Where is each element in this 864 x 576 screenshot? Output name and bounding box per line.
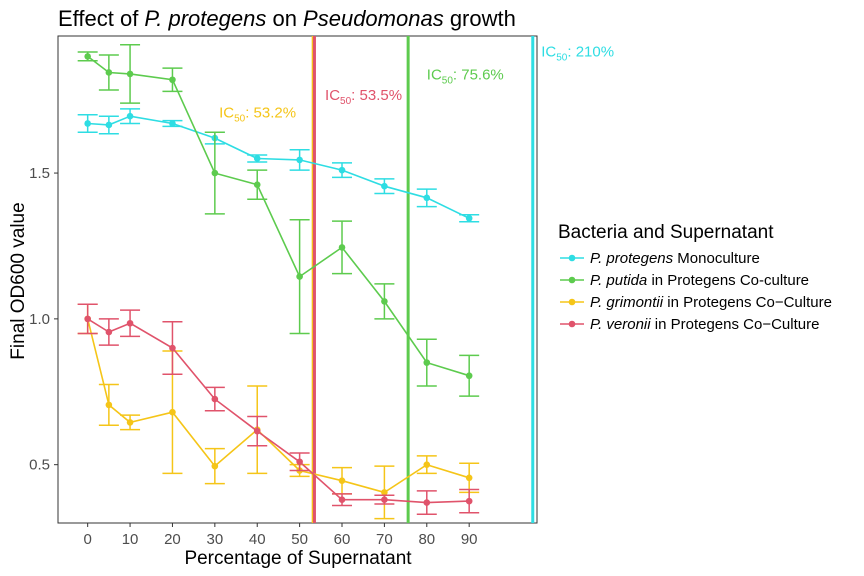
x-tick-label: 40 bbox=[249, 531, 266, 548]
ic50-label: IC50: 75.6% bbox=[427, 67, 504, 87]
data-point bbox=[338, 477, 346, 485]
data-point bbox=[253, 181, 261, 189]
legend-key-point bbox=[568, 276, 576, 284]
ic50-label: IC50: 210% bbox=[541, 43, 614, 63]
series-1 bbox=[77, 43, 480, 397]
ic50-label: IC50: 53.2% bbox=[219, 105, 296, 125]
data-point bbox=[211, 169, 219, 177]
data-point bbox=[465, 372, 473, 380]
data-point bbox=[296, 273, 303, 280]
data-point bbox=[381, 496, 388, 503]
ic50-lines bbox=[311, 36, 535, 523]
chart-title: Effect of P. protegens on Pseudomonas gr… bbox=[58, 6, 516, 31]
series-3 bbox=[77, 303, 480, 516]
data-point bbox=[296, 458, 303, 466]
x-tick-label: 60 bbox=[334, 531, 351, 548]
data-point bbox=[84, 53, 91, 60]
data-point bbox=[105, 69, 113, 76]
data-point bbox=[84, 315, 91, 323]
data-point bbox=[381, 182, 388, 190]
legend-title: Bacteria and Supernatant bbox=[558, 222, 774, 243]
series-group bbox=[77, 43, 480, 520]
y-axis-label: Final OD600 value bbox=[8, 202, 29, 359]
data-point bbox=[211, 395, 219, 403]
data-point bbox=[169, 120, 176, 127]
data-point bbox=[296, 156, 303, 164]
legend-label: P. protegens Monoculture bbox=[590, 250, 760, 267]
series-line bbox=[86, 318, 470, 494]
data-point bbox=[105, 328, 113, 336]
x-tick-label: 90 bbox=[461, 531, 478, 548]
x-tick-label: 30 bbox=[206, 531, 223, 548]
x-tick-label: 0 bbox=[84, 531, 92, 548]
x-tick-label: 70 bbox=[376, 531, 393, 548]
data-point bbox=[423, 499, 431, 506]
series-0 bbox=[77, 108, 480, 223]
data-point bbox=[253, 155, 261, 162]
data-point bbox=[465, 497, 473, 505]
x-tick-label: 80 bbox=[418, 531, 435, 548]
axes: 0 10 20 30 40 50 60 70 80 90 0.5 1.0 1.5 bbox=[29, 165, 477, 548]
legend: Bacteria and Supernatant P. protegens Mo… bbox=[558, 222, 832, 333]
legend-label: P. veronii in Protegens Co−Culture bbox=[590, 316, 819, 333]
data-point bbox=[126, 70, 134, 78]
data-point bbox=[126, 112, 134, 120]
data-point bbox=[423, 461, 431, 468]
y-tick-label: 1.0 bbox=[29, 311, 50, 328]
data-point bbox=[423, 359, 431, 366]
data-point bbox=[465, 474, 473, 482]
data-point bbox=[105, 401, 113, 409]
data-point bbox=[211, 462, 219, 470]
legend-key-point bbox=[568, 298, 576, 306]
data-point bbox=[338, 244, 346, 251]
legend-key-point bbox=[568, 254, 576, 262]
y-tick-label: 1.5 bbox=[29, 165, 50, 182]
data-point bbox=[84, 120, 91, 127]
legend-label: P. putida in Protegens Co-culture bbox=[590, 272, 809, 289]
legend-key-point bbox=[568, 320, 576, 328]
x-axis-label: Percentage of Supernatant bbox=[184, 548, 412, 569]
data-point bbox=[338, 496, 346, 503]
data-point bbox=[338, 166, 346, 174]
data-point bbox=[105, 121, 113, 129]
data-point bbox=[126, 319, 134, 327]
data-point bbox=[169, 76, 176, 84]
data-point bbox=[423, 194, 431, 202]
ic50-label: IC50: 53.5% bbox=[325, 87, 402, 107]
legend-label: P. grimontii in Protegens Co−Culture bbox=[590, 294, 832, 311]
ic50-labels: IC50: 53.2% IC50: 53.5% IC50: 75.6% IC50: 2… bbox=[219, 43, 614, 124]
data-point bbox=[253, 427, 261, 435]
x-tick-label: 50 bbox=[291, 531, 308, 548]
panel-border bbox=[57, 35, 538, 524]
x-tick-label: 10 bbox=[122, 531, 139, 548]
data-point bbox=[465, 214, 473, 222]
data-point bbox=[381, 489, 388, 496]
x-tick-label: 20 bbox=[164, 531, 181, 548]
plot-panel bbox=[57, 35, 538, 524]
y-tick-label: 0.5 bbox=[29, 457, 50, 474]
series-line bbox=[87, 115, 470, 220]
data-point bbox=[126, 419, 134, 426]
data-point bbox=[169, 408, 176, 416]
data-point bbox=[169, 344, 176, 352]
data-point bbox=[381, 298, 388, 305]
